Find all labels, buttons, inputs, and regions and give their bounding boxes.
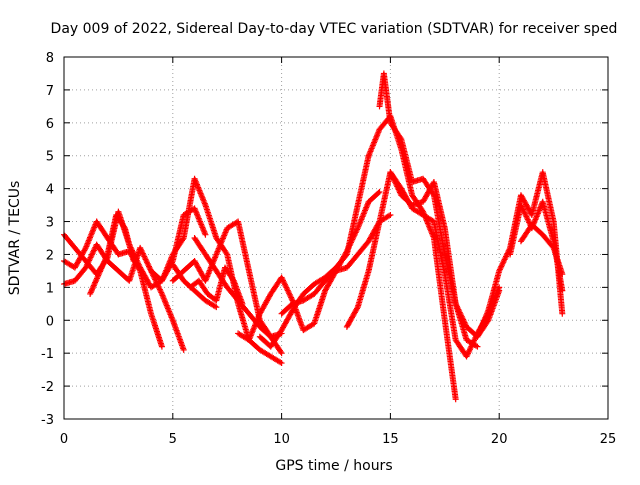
data-point [223, 250, 230, 257]
data-point [496, 287, 503, 294]
series-track-9 [169, 261, 220, 311]
grid-lines [64, 57, 608, 419]
y-tick-label: 1 [46, 281, 54, 296]
data-point [386, 212, 393, 219]
data-point [213, 304, 220, 311]
y-tick-label: 7 [46, 84, 54, 99]
x-tick-label: 5 [169, 432, 177, 447]
series-track-12 [278, 211, 394, 317]
data-points [61, 70, 566, 403]
y-tick-label: 2 [46, 248, 54, 263]
series-track-11 [256, 152, 372, 350]
data-point [559, 310, 566, 317]
data-point [474, 343, 481, 350]
y-tick-label: 6 [46, 117, 54, 132]
y-axis-ticks: -3 -2 -1 0 1 2 3 4 5 6 7 8 [41, 51, 608, 428]
y-tick-label: 8 [46, 51, 54, 66]
data-point [354, 305, 361, 312]
data-point [121, 223, 128, 230]
series-track-16 [387, 169, 503, 340]
y-tick-label: 3 [46, 216, 54, 231]
x-tick-label: 25 [600, 432, 617, 447]
y-tick-label: -3 [41, 413, 54, 428]
x-axis-ticks: 0 5 10 15 20 25 [60, 57, 616, 447]
data-point [277, 348, 284, 355]
data-point [130, 258, 137, 265]
y-tick-label: -1 [41, 347, 54, 362]
y-tick-label: 4 [46, 183, 54, 198]
data-point [180, 346, 187, 353]
data-point [82, 246, 89, 253]
data-point [278, 360, 285, 367]
data-point [559, 287, 566, 294]
x-tick-label: 20 [491, 432, 508, 447]
data-point [376, 188, 383, 195]
series-track-15 [376, 70, 481, 350]
data-point [239, 300, 246, 307]
series-track-7 [191, 235, 285, 340]
data-point [278, 350, 285, 357]
series-track-18 [507, 198, 566, 294]
data-point [277, 359, 284, 366]
series-track-5 [148, 267, 187, 353]
data-point [387, 211, 394, 218]
plot-frame [63, 56, 609, 420]
x-tick-label: 10 [273, 432, 290, 447]
data-point [375, 189, 382, 196]
x-axis-label: GPS time / hours [275, 458, 392, 474]
y-tick-label: 5 [46, 150, 54, 165]
x-tick-label: 15 [382, 432, 399, 447]
data-point [473, 342, 480, 349]
data-point [342, 252, 349, 259]
chart-title: Day 009 of 2022, Sidereal Day-to-day VTE… [51, 21, 618, 37]
data-point [211, 303, 218, 310]
data-point [136, 266, 143, 273]
y-tick-label: 0 [46, 314, 54, 329]
y-tick-label: -2 [41, 380, 54, 395]
y-axis-label: SDTVAR / TECUs [7, 181, 23, 296]
series-track-19 [517, 221, 566, 278]
series-track-4 [87, 211, 137, 297]
data-point [559, 271, 566, 278]
data-point [158, 343, 165, 350]
x-tick-label: 0 [60, 432, 68, 447]
data-point [202, 231, 209, 238]
data-point [452, 396, 459, 403]
data-point [397, 135, 404, 142]
